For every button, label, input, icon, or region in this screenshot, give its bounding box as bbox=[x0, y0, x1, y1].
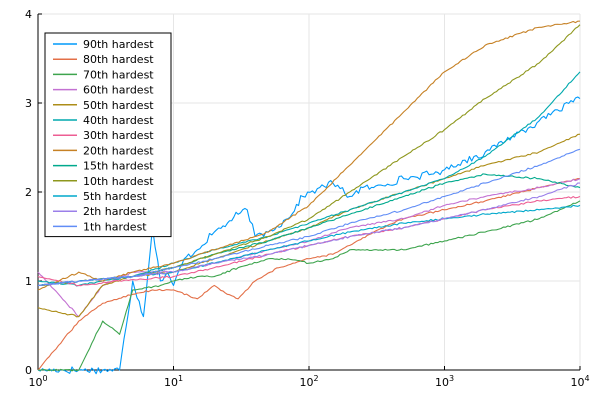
series-line-5th-hardest bbox=[37, 204, 581, 286]
legend-label-5th-hardest: 5th hardest bbox=[83, 190, 147, 203]
legend-label-1th-hardest: 1th hardest bbox=[83, 220, 147, 233]
legend-label-70th-hardest: 70th hardest bbox=[83, 68, 154, 81]
legend-label-50th-hardest: 50th hardest bbox=[83, 99, 154, 112]
legend-label-80th-hardest: 80th hardest bbox=[83, 53, 154, 66]
legend: 90th hardest 80th hardest 70th hardest 60th… bbox=[44, 32, 172, 238]
legend-label-60th-hardest: 60th hardest bbox=[83, 84, 154, 97]
legend-label-15th-hardest: 15th hardest bbox=[83, 160, 154, 173]
x-tick-label-0: 100 bbox=[28, 374, 47, 389]
legend-label-2th-hardest: 2th hardest bbox=[83, 205, 147, 218]
x-tick-label-1: 101 bbox=[164, 374, 183, 389]
series-line-70th-hardest bbox=[37, 200, 581, 372]
y-tick-label-2: 2 bbox=[25, 186, 32, 199]
y-tick-label-0: 0 bbox=[25, 364, 32, 377]
x-tick-label-4: 104 bbox=[570, 374, 589, 389]
series-line-20th-hardest bbox=[37, 20, 581, 291]
series-line-2th-hardest bbox=[37, 182, 581, 286]
y-tick-label-1: 1 bbox=[25, 275, 32, 288]
axes: 100 101 102 103 104 0 1 2 3 4 bbox=[25, 8, 590, 389]
x-tick-label-2: 102 bbox=[299, 374, 318, 389]
series-lines bbox=[37, 20, 581, 375]
series-line-80th-hardest bbox=[37, 178, 581, 371]
legend-label-20th-hardest: 20th hardest bbox=[83, 144, 154, 157]
y-tick-label-4: 4 bbox=[25, 8, 32, 21]
y-tick-label-3: 3 bbox=[25, 97, 32, 110]
x-tick-label-3: 103 bbox=[435, 374, 454, 389]
series-line-90th-hardest bbox=[37, 96, 581, 375]
legend-label-40th-hardest: 40th hardest bbox=[83, 114, 154, 127]
legend-label-90th-hardest: 90th hardest bbox=[83, 38, 154, 51]
legend-label-10th-hardest: 10th hardest bbox=[83, 175, 154, 188]
legend-label-30th-hardest: 30th hardest bbox=[83, 129, 154, 142]
series-line-1th-hardest bbox=[37, 148, 581, 286]
